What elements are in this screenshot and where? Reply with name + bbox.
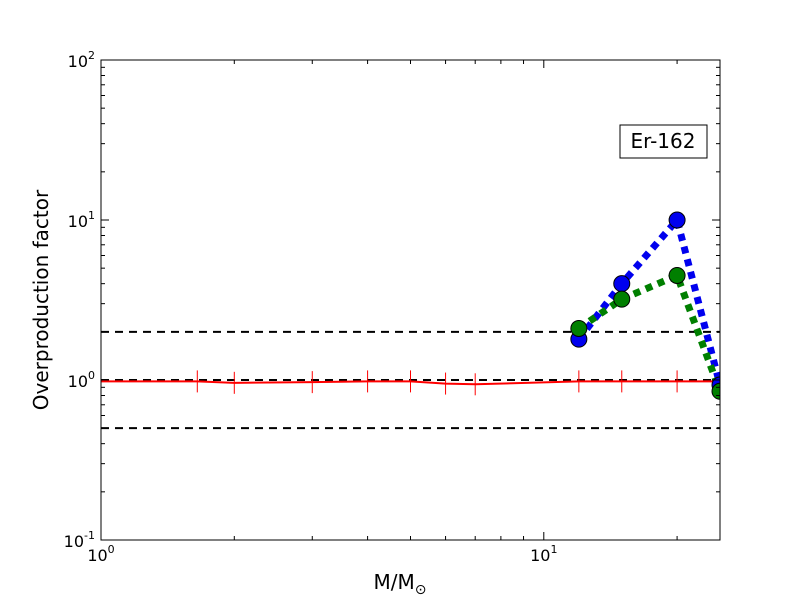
x-axis-label: M/M⊙: [374, 570, 427, 598]
data-point: [668, 211, 686, 229]
data-point: [668, 266, 686, 284]
data-point: [613, 290, 631, 308]
series-line: [576, 212, 720, 386]
y-tick-label: 100: [68, 369, 95, 391]
y-tick-label: 101: [68, 209, 95, 231]
x-tick-label: 100: [87, 543, 114, 565]
y-axis-label: Overproduction factor: [29, 189, 53, 410]
series-line: [101, 380, 720, 386]
series-line: [576, 270, 720, 393]
y-tick-label: 102: [68, 49, 95, 71]
data-point: [613, 275, 631, 293]
annotation-label: Er-162: [631, 129, 696, 153]
data-point: [570, 319, 588, 337]
annotation-box: Er-162: [619, 124, 708, 159]
x-tick-label: 101: [530, 543, 557, 565]
y-tick-label: 10-1: [64, 529, 95, 551]
